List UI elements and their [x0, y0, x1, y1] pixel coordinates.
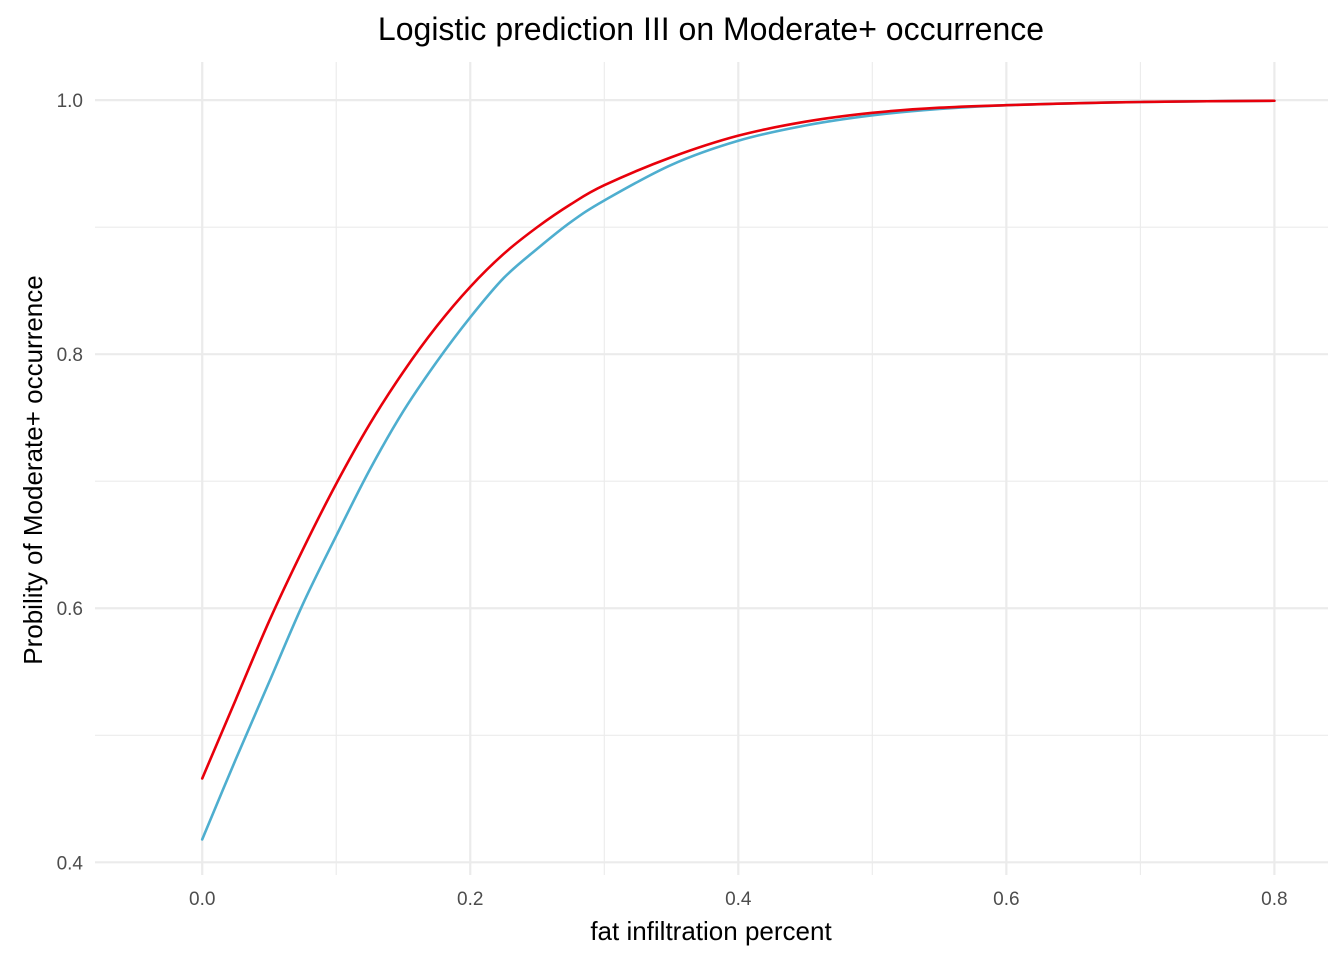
- x-tick-label: 0.8: [1261, 889, 1287, 910]
- y-axis-title: Probility of Moderate+ occurrence: [18, 275, 48, 664]
- y-tick-label: 1.0: [57, 91, 83, 112]
- chart-title: Logistic prediction III on Moderate+ occ…: [378, 11, 1044, 47]
- y-tick-label: 0.4: [57, 853, 84, 874]
- x-tick-label: 0.4: [725, 889, 752, 910]
- x-tick-label: 0.2: [457, 889, 483, 910]
- x-axis-title: fat infiltration percent: [590, 916, 832, 946]
- y-tick-label: 0.8: [57, 345, 83, 366]
- x-tick-label: 0.6: [993, 889, 1019, 910]
- series-layer: [200, 99, 1276, 841]
- tick-labels: 0.0 0.2 0.4 0.6 0.8 0.4 0.6 0.8 1.0: [57, 91, 1288, 910]
- y-tick-label: 0.6: [57, 599, 83, 620]
- series-line: [200, 99, 1276, 780]
- x-tick-label: 0.0: [189, 889, 215, 910]
